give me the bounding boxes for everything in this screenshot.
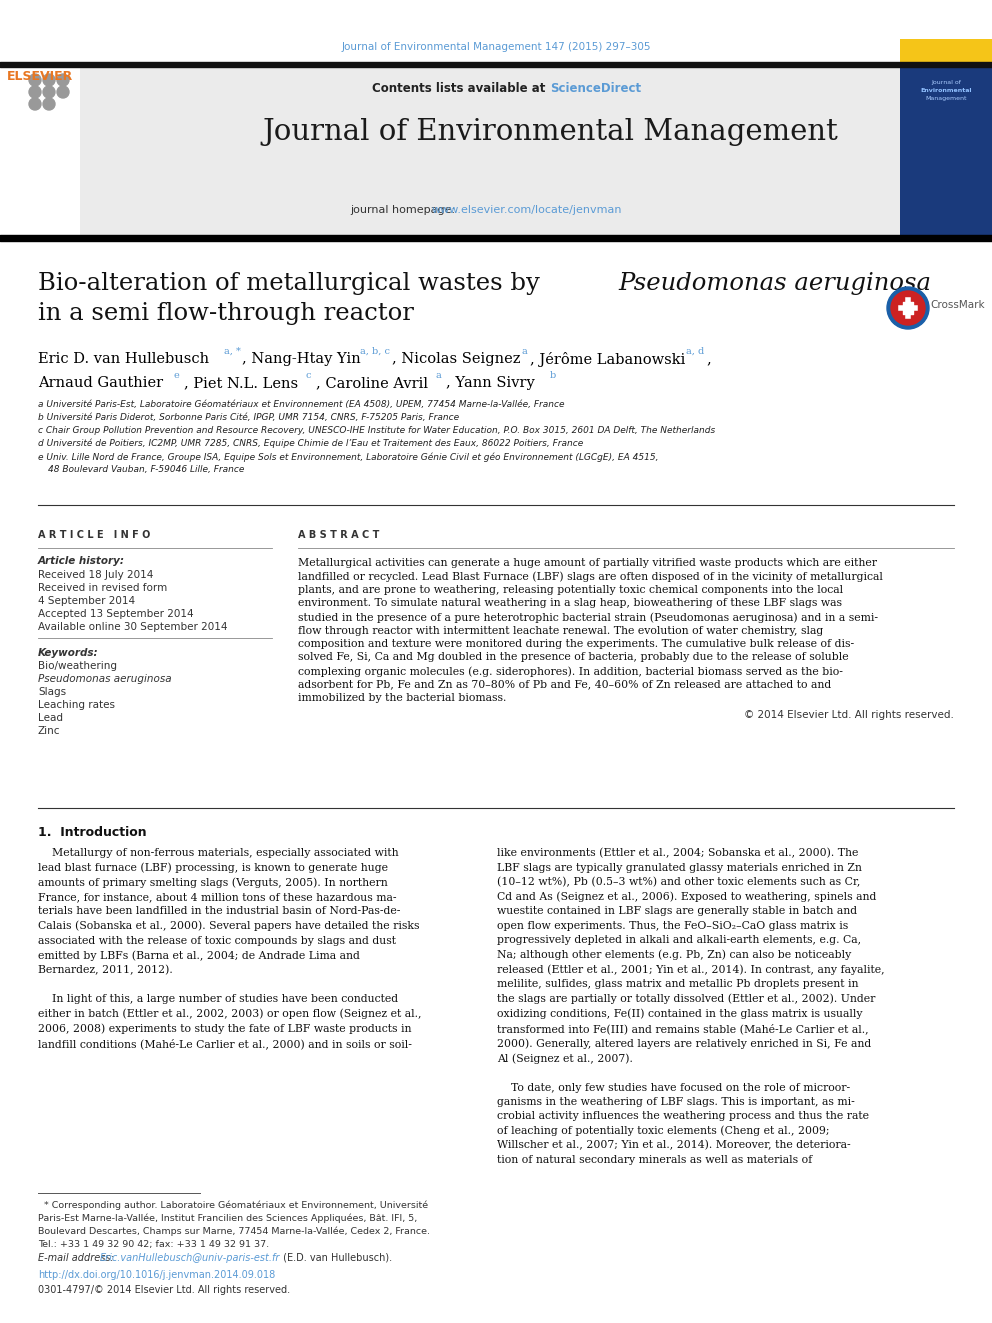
Text: http://dx.doi.org/10.1016/j.jenvman.2014.09.018: http://dx.doi.org/10.1016/j.jenvman.2014… bbox=[38, 1270, 275, 1279]
Bar bbox=[900, 38, 992, 67]
Text: , Jérôme Labanowski: , Jérôme Labanowski bbox=[530, 352, 685, 366]
Text: like environments (Ettler et al., 2004; Sobanska et al., 2000). The
LBF slags ar: like environments (Ettler et al., 2004; … bbox=[497, 848, 885, 1164]
Text: Management: Management bbox=[926, 97, 967, 101]
Bar bbox=[80, 67, 900, 235]
Text: immobilized by the bacterial biomass.: immobilized by the bacterial biomass. bbox=[298, 693, 506, 703]
Text: Bio/weathering: Bio/weathering bbox=[38, 662, 117, 671]
Text: www.elsevier.com/locate/jenvman: www.elsevier.com/locate/jenvman bbox=[432, 205, 623, 216]
Text: journal homepage:: journal homepage: bbox=[350, 205, 458, 216]
Text: a: a bbox=[522, 347, 528, 356]
Text: , Nicolas Seignez: , Nicolas Seignez bbox=[392, 352, 521, 366]
Text: , Caroline Avril: , Caroline Avril bbox=[316, 376, 428, 390]
Text: Accepted 13 September 2014: Accepted 13 September 2014 bbox=[38, 609, 193, 619]
Text: Lead: Lead bbox=[38, 713, 63, 722]
Text: adsorbent for Pb, Fe and Zn as 70–80% of Pb and Fe, 40–60% of Zn released are at: adsorbent for Pb, Fe and Zn as 70–80% of… bbox=[298, 680, 831, 689]
Text: e Univ. Lille Nord de France, Groupe ISA, Equipe Sols et Environnement, Laborato: e Univ. Lille Nord de France, Groupe ISA… bbox=[38, 452, 659, 462]
Text: complexing organic molecules (e.g. siderophores). In addition, bacterial biomass: complexing organic molecules (e.g. sider… bbox=[298, 665, 843, 676]
Text: * Corresponding author. Laboratoire Géomatériaux et Environnement, Université
Pa: * Corresponding author. Laboratoire Géom… bbox=[38, 1200, 430, 1249]
Text: Pseudomonas aeruginosa: Pseudomonas aeruginosa bbox=[618, 273, 931, 295]
Text: Arnaud Gauthier: Arnaud Gauthier bbox=[38, 376, 163, 390]
Circle shape bbox=[29, 86, 41, 98]
Text: Pseudomonas aeruginosa: Pseudomonas aeruginosa bbox=[38, 673, 172, 684]
Text: , Yann Sivry: , Yann Sivry bbox=[446, 376, 535, 390]
Text: a: a bbox=[436, 370, 441, 380]
Text: b Université Paris Diderot, Sorbonne Paris Cité, IPGP, UMR 7154, CNRS, F-75205 P: b Université Paris Diderot, Sorbonne Par… bbox=[38, 413, 459, 422]
Text: ,: , bbox=[706, 352, 710, 366]
Bar bbox=[900, 67, 992, 235]
Text: plants, and are prone to weathering, releasing potentially toxic chemical compon: plants, and are prone to weathering, rel… bbox=[298, 585, 843, 595]
Text: studied in the presence of a pure heterotrophic bacterial strain (Pseudomonas ae: studied in the presence of a pure hetero… bbox=[298, 613, 878, 623]
Text: Journal of Environmental Management 147 (2015) 297–305: Journal of Environmental Management 147 … bbox=[341, 42, 651, 52]
Text: Leaching rates: Leaching rates bbox=[38, 700, 115, 710]
Text: A R T I C L E   I N F O: A R T I C L E I N F O bbox=[38, 531, 151, 540]
Text: Zinc: Zinc bbox=[38, 726, 61, 736]
Circle shape bbox=[57, 74, 69, 86]
Text: Journal of: Journal of bbox=[931, 79, 961, 85]
Text: Eric D. van Hullebusch: Eric D. van Hullebusch bbox=[38, 352, 209, 366]
Text: (E.D. van Hullebusch).: (E.D. van Hullebusch). bbox=[280, 1253, 392, 1263]
Text: flow through reactor with intermittent leachate renewal. The evolution of water : flow through reactor with intermittent l… bbox=[298, 626, 823, 635]
Text: 0301-4797/© 2014 Elsevier Ltd. All rights reserved.: 0301-4797/© 2014 Elsevier Ltd. All right… bbox=[38, 1285, 290, 1295]
Text: ELSEVIER: ELSEVIER bbox=[7, 70, 73, 83]
Text: Journal of Environmental Management: Journal of Environmental Management bbox=[262, 118, 838, 146]
Text: Slags: Slags bbox=[38, 687, 66, 697]
Text: Available online 30 September 2014: Available online 30 September 2014 bbox=[38, 622, 227, 632]
Circle shape bbox=[43, 86, 55, 98]
Text: in a semi flow-through reactor: in a semi flow-through reactor bbox=[38, 302, 414, 325]
Text: solved Fe, Si, Ca and Mg doubled in the presence of bacteria, probably due to th: solved Fe, Si, Ca and Mg doubled in the … bbox=[298, 652, 848, 663]
Text: Environmental: Environmental bbox=[921, 89, 972, 93]
Text: landfilled or recycled. Lead Blast Furnace (LBF) slags are often disposed of in : landfilled or recycled. Lead Blast Furna… bbox=[298, 572, 883, 582]
Text: 1.  Introduction: 1. Introduction bbox=[38, 826, 147, 839]
Text: Metallurgical activities can generate a huge amount of partially vitrified waste: Metallurgical activities can generate a … bbox=[298, 558, 877, 568]
Text: a, b, c: a, b, c bbox=[360, 347, 390, 356]
Text: © 2014 Elsevier Ltd. All rights reserved.: © 2014 Elsevier Ltd. All rights reserved… bbox=[744, 710, 954, 721]
Text: composition and texture were monitored during the experiments. The cumulative bu: composition and texture were monitored d… bbox=[298, 639, 854, 650]
Text: a, d: a, d bbox=[686, 347, 704, 356]
Text: d Université de Poitiers, IC2MP, UMR 7285, CNRS, Equipe Chimie de l’Eau et Trait: d Université de Poitiers, IC2MP, UMR 728… bbox=[38, 439, 583, 448]
Text: , Piet N.L. Lens: , Piet N.L. Lens bbox=[184, 376, 299, 390]
Text: Received in revised form: Received in revised form bbox=[38, 583, 168, 593]
Text: Metallurgy of non-ferrous materials, especially associated with
lead blast furna: Metallurgy of non-ferrous materials, esp… bbox=[38, 848, 422, 1049]
Text: a Université Paris-Est, Laboratoire Géomatériaux et Environnement (EA 4508), UPE: a Université Paris-Est, Laboratoire Géom… bbox=[38, 400, 564, 409]
Text: b: b bbox=[550, 370, 557, 380]
Circle shape bbox=[887, 287, 929, 329]
Text: a, *: a, * bbox=[224, 347, 241, 356]
Bar bbox=[0, 67, 80, 235]
Text: , Nang-Htay Yin: , Nang-Htay Yin bbox=[242, 352, 361, 366]
Circle shape bbox=[29, 98, 41, 110]
Circle shape bbox=[891, 291, 925, 325]
Text: Received 18 July 2014: Received 18 July 2014 bbox=[38, 570, 154, 579]
Circle shape bbox=[57, 86, 69, 98]
Text: A B S T R A C T: A B S T R A C T bbox=[298, 531, 379, 540]
Text: E-mail address:: E-mail address: bbox=[38, 1253, 117, 1263]
Text: Contents lists available at: Contents lists available at bbox=[373, 82, 550, 95]
Text: c Chair Group Pollution Prevention and Resource Recovery, UNESCO-IHE Institute f: c Chair Group Pollution Prevention and R… bbox=[38, 426, 715, 435]
Text: CrossMark: CrossMark bbox=[930, 300, 985, 310]
Circle shape bbox=[43, 98, 55, 110]
Text: ScienceDirect: ScienceDirect bbox=[550, 82, 641, 95]
Circle shape bbox=[29, 74, 41, 86]
Text: e: e bbox=[174, 370, 180, 380]
Text: 48 Boulevard Vauban, F-59046 Lille, France: 48 Boulevard Vauban, F-59046 Lille, Fran… bbox=[48, 464, 244, 474]
Text: Eric.vanHullebusch@univ-paris-est.fr: Eric.vanHullebusch@univ-paris-est.fr bbox=[100, 1253, 281, 1263]
Text: 4 September 2014: 4 September 2014 bbox=[38, 595, 135, 606]
Text: c: c bbox=[306, 370, 311, 380]
Circle shape bbox=[43, 74, 55, 86]
Text: Bio-alteration of metallurgical wastes by: Bio-alteration of metallurgical wastes b… bbox=[38, 273, 548, 295]
Text: Article history:: Article history: bbox=[38, 556, 125, 566]
Text: Keywords:: Keywords: bbox=[38, 648, 98, 658]
Text: environment. To simulate natural weathering in a slag heap, bioweathering of the: environment. To simulate natural weather… bbox=[298, 598, 842, 609]
